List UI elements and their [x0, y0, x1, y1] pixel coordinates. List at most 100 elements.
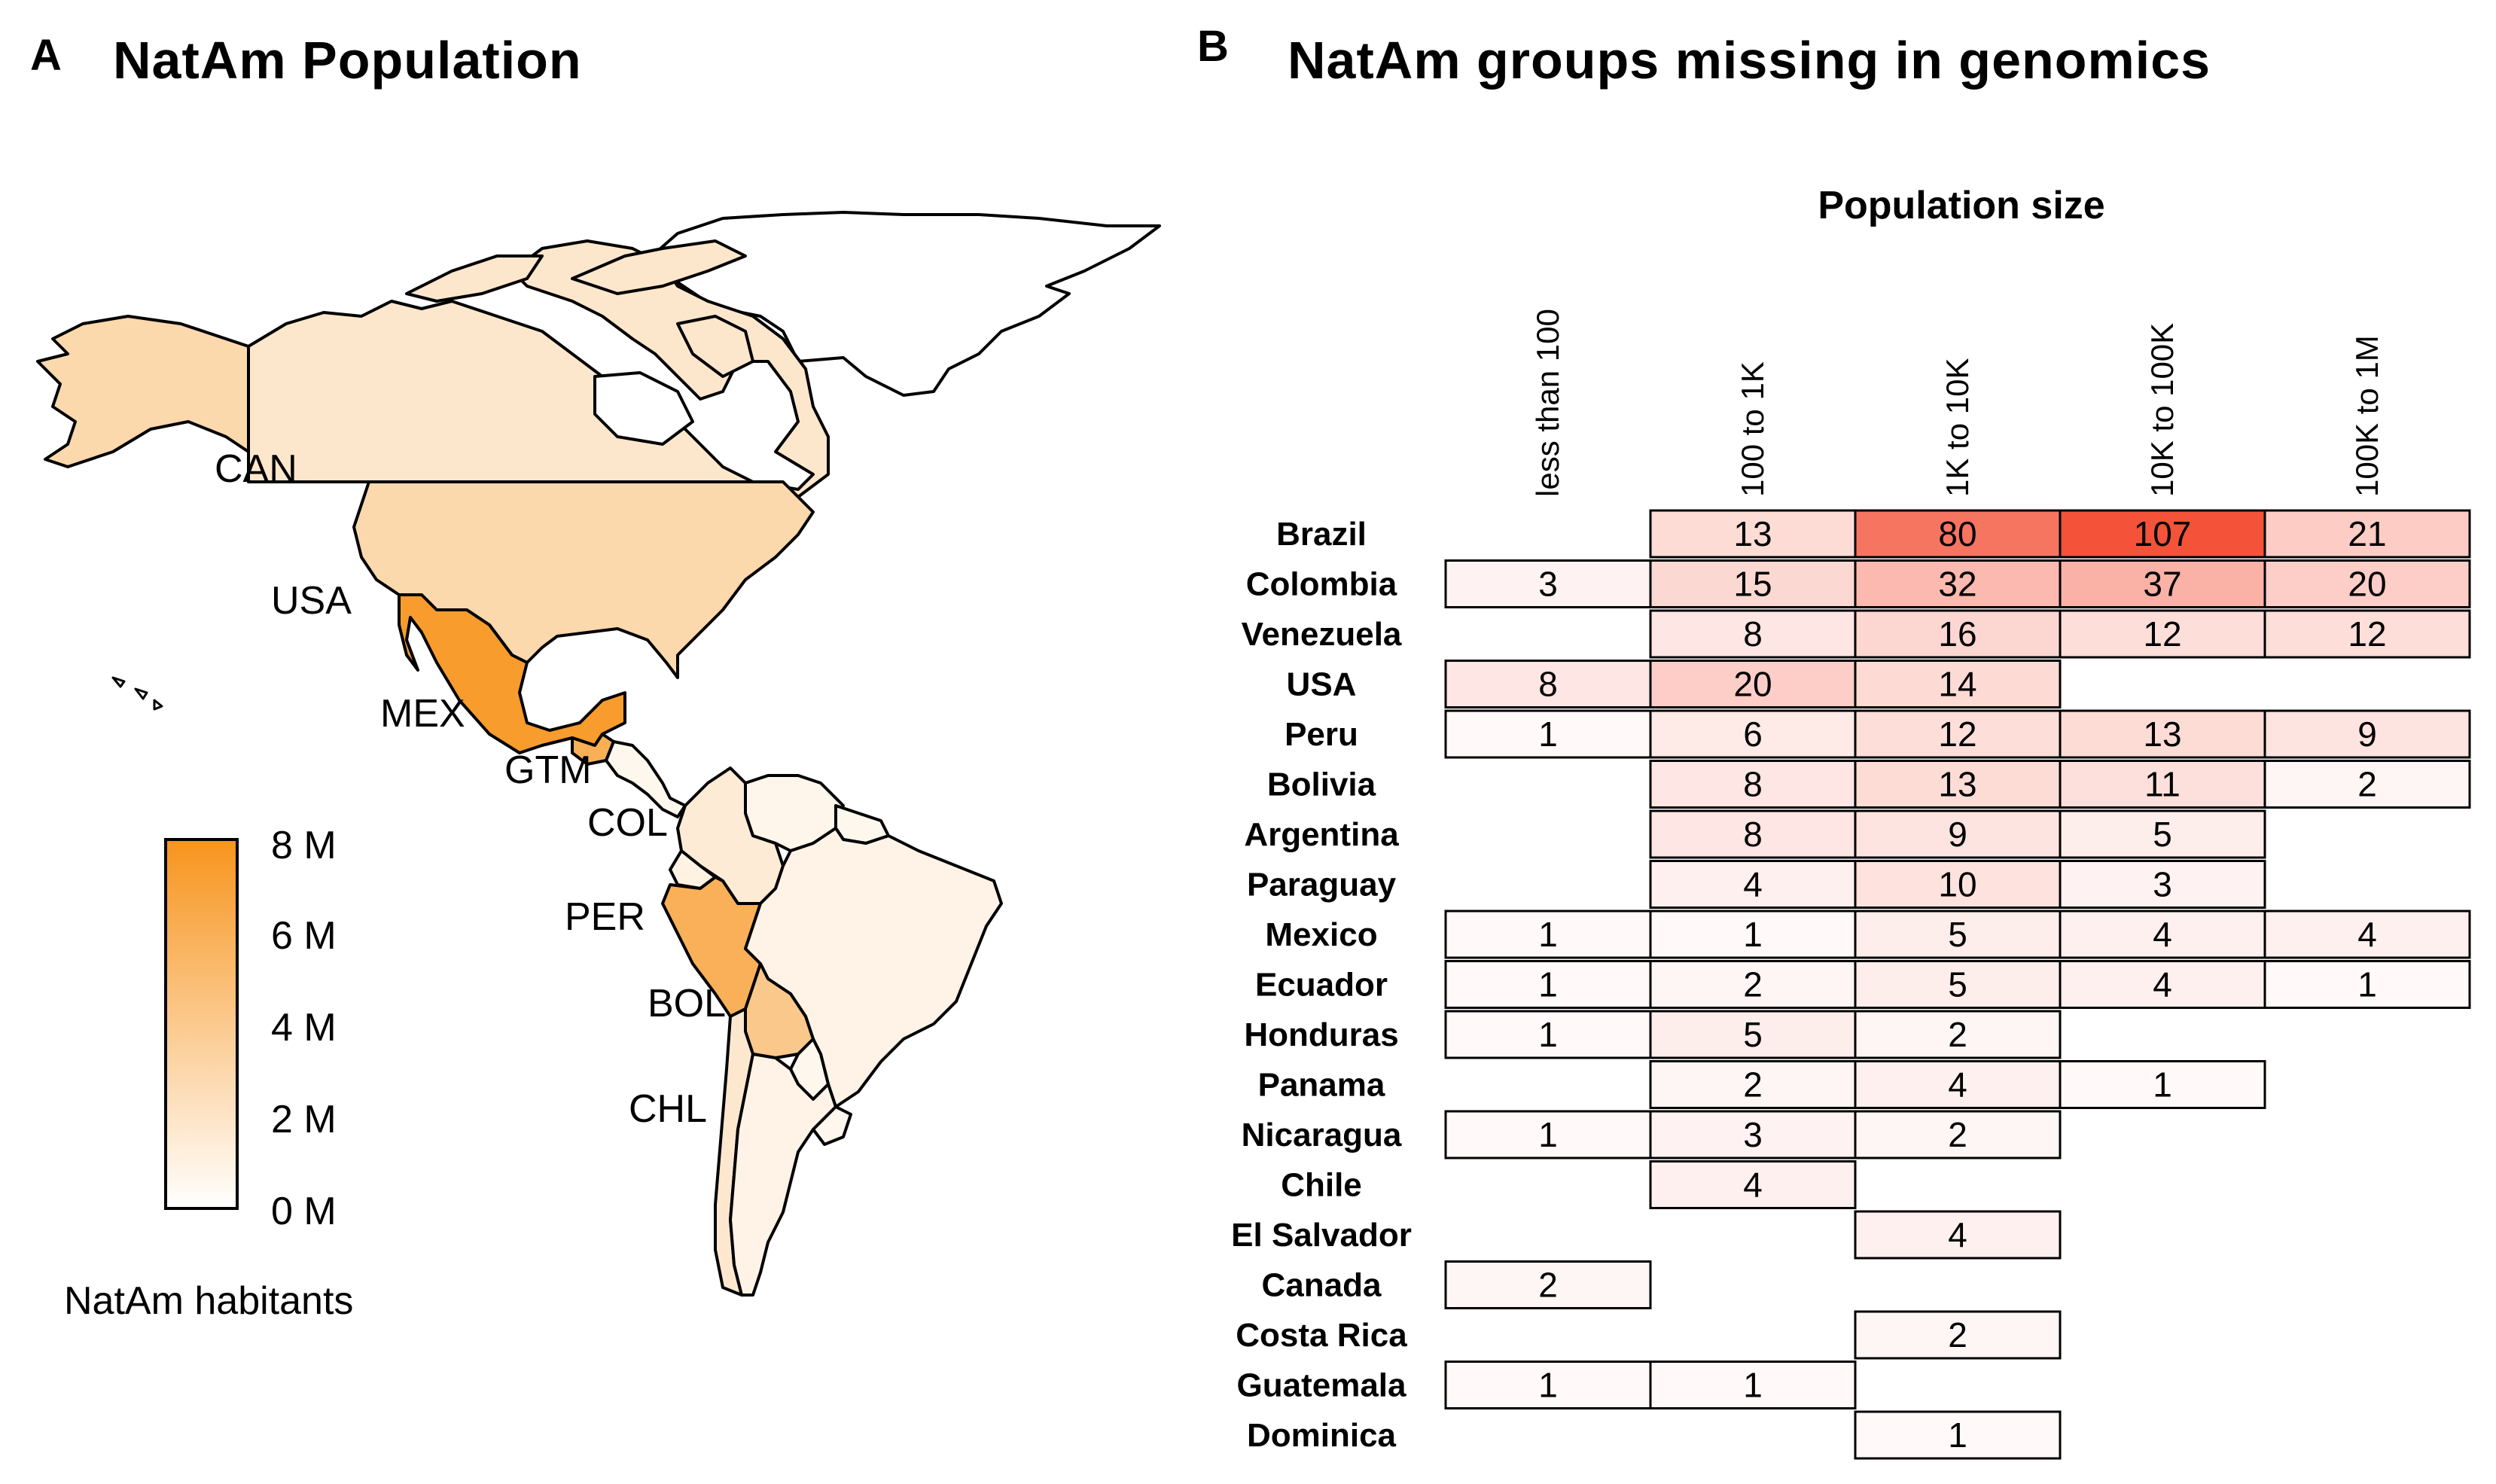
label-mex: MEX	[380, 692, 465, 736]
label-can: CAN	[215, 447, 297, 491]
heatmap-cell-value: 2	[1743, 1065, 1763, 1105]
legend-tick-8m: 8 M	[271, 824, 337, 867]
heatmap-cell	[1649, 660, 1857, 708]
heatmap-cell	[2059, 760, 2266, 809]
heatmap-cell-value: 13	[1733, 514, 1772, 553]
heatmap-cell	[1854, 660, 2062, 708]
heatmap-cell	[1649, 559, 1857, 608]
column-label: 100 to 1K	[1735, 361, 1770, 497]
country-argentina	[729, 1053, 837, 1297]
legend-tick-6m: 6 M	[271, 914, 337, 958]
heatmap-cell	[2263, 509, 2471, 559]
heatmap-cell	[1444, 709, 1652, 759]
row-label: Panama	[1258, 1067, 1385, 1104]
row-label: Argentina	[1244, 816, 1399, 853]
heatmap-cell-value: 3	[1743, 1115, 1763, 1154]
heatmap-cell-value: 1	[1538, 715, 1558, 754]
americas-map: CAN USA MEX GTM COL PER BOL CHL 8 M 6 M …	[36, 211, 1161, 1323]
heatmap-cell	[1854, 1310, 2062, 1360]
heatmap-cell-value: 32	[1938, 565, 1976, 604]
country-uruguay	[812, 1105, 852, 1146]
heatmap-cell-value: 1	[1538, 1015, 1558, 1054]
heatmap-cell-value: 5	[2153, 815, 2172, 854]
heatmap-cell	[2059, 860, 2266, 909]
heatmap-cell-value: 5	[1948, 915, 1967, 954]
heatmap-cell	[1649, 1160, 1857, 1209]
heatmap-cell-value: 1	[2357, 965, 2377, 1004]
heatmap-cell-value: 2	[1948, 1115, 1967, 1154]
row-label: Nicaragua	[1242, 1117, 1402, 1153]
heatmap-cell-value: 2	[1538, 1266, 1558, 1305]
legend-tick-4m: 4 M	[271, 1006, 337, 1050]
row-label: El Salvador	[1231, 1217, 1412, 1254]
row-label: Bolivia	[1267, 766, 1376, 803]
heatmap-cell	[1854, 1410, 2062, 1460]
row-label: Ecuador	[1255, 967, 1388, 1004]
heatmap-cell	[1444, 1260, 1652, 1309]
heatmap-cell-value: 8	[1743, 614, 1763, 654]
hudson-bay	[593, 371, 694, 446]
heatmap-cell	[2263, 760, 2471, 809]
label-per: PER	[565, 895, 645, 939]
row-label: Brazil	[1276, 516, 1367, 553]
heatmap-cell-value: 8	[1538, 665, 1558, 704]
heatmap-cell	[2059, 960, 2266, 1009]
heatmap-cell	[2263, 960, 2471, 1009]
heatmap-cell-value: 16	[1938, 614, 1976, 654]
panel-b-title: NatAm groups missing in genomics	[1288, 31, 2211, 90]
heatmap-cell-value: 4	[1743, 1166, 1763, 1205]
legend-tick-2m: 2 M	[271, 1098, 337, 1141]
heatmap-cell	[1854, 509, 2062, 559]
heatmap-cell	[1854, 910, 2062, 959]
heatmap-cell-value: 1	[1743, 915, 1763, 954]
heatmap-cell	[2059, 1060, 2266, 1109]
row-label: Colombia	[1246, 566, 1397, 603]
heatmap-cell-value: 10	[1938, 865, 1976, 904]
heatmap-cell-value: 107	[2134, 514, 2192, 553]
heatmap-cell	[1854, 1210, 2062, 1260]
row-label: Costa Rica	[1236, 1317, 1407, 1354]
heatmap-cell	[2059, 559, 2266, 608]
heatmap-cell	[1444, 960, 1652, 1009]
row-label: Guatemala	[1237, 1367, 1407, 1404]
heatmap-cell	[1854, 760, 2062, 809]
row-label: Paraguay	[1247, 867, 1397, 904]
heatmap-cell	[1649, 509, 1857, 559]
legend-title: NatAm habitants	[64, 1279, 353, 1323]
heatmap-cell	[2263, 609, 2471, 659]
heatmap-cell-value: 1	[1538, 915, 1558, 954]
heatmap-cell-value: 5	[1743, 1015, 1763, 1054]
heatmap-cell-value: 2	[1948, 1015, 1967, 1054]
heatmap-cell	[1444, 559, 1652, 608]
heatmap-cell	[1649, 760, 1857, 809]
row-label: Dominica	[1247, 1417, 1397, 1454]
heatmap-cell	[1444, 1110, 1652, 1159]
column-label: less than 100	[1530, 309, 1565, 497]
heatmap-cell	[1649, 910, 1857, 959]
heatmap-cell-value: 1	[1538, 1115, 1558, 1154]
heatmap-cell-value: 13	[1938, 765, 1976, 804]
heatmap-cell	[1854, 1110, 2062, 1159]
heatmap-cell-value: 9	[2357, 715, 2377, 754]
heatmap-cell-value: 1	[1538, 1366, 1558, 1405]
row-label: Peru	[1285, 716, 1358, 753]
column-label: 100K to 1M	[2349, 335, 2385, 497]
heatmap-cell	[2263, 559, 2471, 608]
label-gtm: GTM	[504, 748, 592, 792]
heatmap-cell-value: 4	[2153, 965, 2172, 1004]
greenland-shape	[646, 211, 1161, 397]
heatmap-cell-value: 3	[1538, 565, 1558, 604]
heatmap-cell	[1649, 709, 1857, 759]
heatmap-cell	[2059, 809, 2266, 859]
column-label: 10K to 100K	[2144, 323, 2180, 497]
heatmap-column-labels: less than 100 100 to 1K 1K to 10K 10K to 10…	[1530, 309, 2385, 497]
label-chl: CHL	[629, 1087, 707, 1131]
heatmap-cell	[2059, 910, 2266, 959]
heatmap-cell-value: 1	[1743, 1366, 1763, 1405]
panel-b-letter: B	[1197, 22, 1229, 71]
map-legend: 8 M 6 M 4 M 2 M 0 M NatAm habitants	[64, 824, 353, 1323]
panel-a-letter: A	[30, 31, 62, 80]
heatmap-cell-value: 13	[2143, 715, 2181, 754]
heatmap-cell	[2263, 709, 2471, 759]
